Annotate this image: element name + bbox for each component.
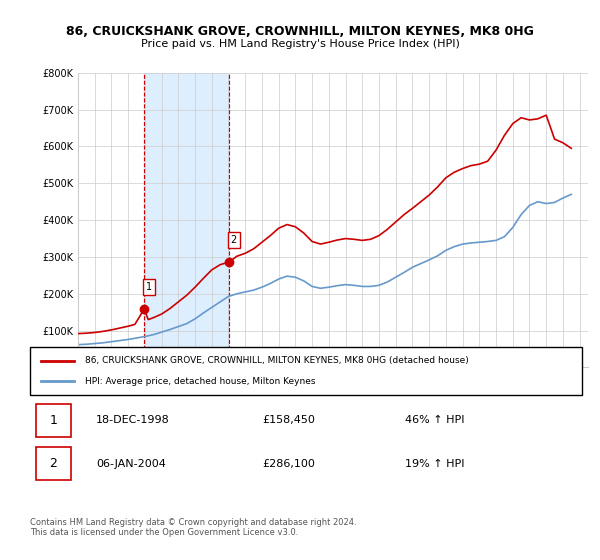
Text: 1: 1	[146, 282, 152, 292]
Text: 1: 1	[49, 414, 57, 427]
Text: £286,100: £286,100	[262, 459, 315, 469]
Text: 18-DEC-1998: 18-DEC-1998	[96, 416, 170, 426]
Text: 06-JAN-2004: 06-JAN-2004	[96, 459, 166, 469]
Text: 86, CRUICKSHANK GROVE, CROWNHILL, MILTON KEYNES, MK8 0HG: 86, CRUICKSHANK GROVE, CROWNHILL, MILTON…	[66, 25, 534, 38]
Text: 19% ↑ HPI: 19% ↑ HPI	[406, 459, 465, 469]
Text: 86, CRUICKSHANK GROVE, CROWNHILL, MILTON KEYNES, MK8 0HG (detached house): 86, CRUICKSHANK GROVE, CROWNHILL, MILTON…	[85, 356, 469, 365]
Text: 2: 2	[49, 458, 57, 470]
FancyBboxPatch shape	[30, 347, 582, 395]
Text: Contains HM Land Registry data © Crown copyright and database right 2024.
This d: Contains HM Land Registry data © Crown c…	[30, 518, 356, 538]
Text: £158,450: £158,450	[262, 416, 315, 426]
Text: 46% ↑ HPI: 46% ↑ HPI	[406, 416, 465, 426]
Text: Price paid vs. HM Land Registry's House Price Index (HPI): Price paid vs. HM Land Registry's House …	[140, 39, 460, 49]
Text: 2: 2	[231, 235, 237, 245]
FancyBboxPatch shape	[35, 404, 71, 437]
Text: HPI: Average price, detached house, Milton Keynes: HPI: Average price, detached house, Milt…	[85, 377, 316, 386]
FancyBboxPatch shape	[35, 447, 71, 480]
Bar	[144, 73, 229, 367]
